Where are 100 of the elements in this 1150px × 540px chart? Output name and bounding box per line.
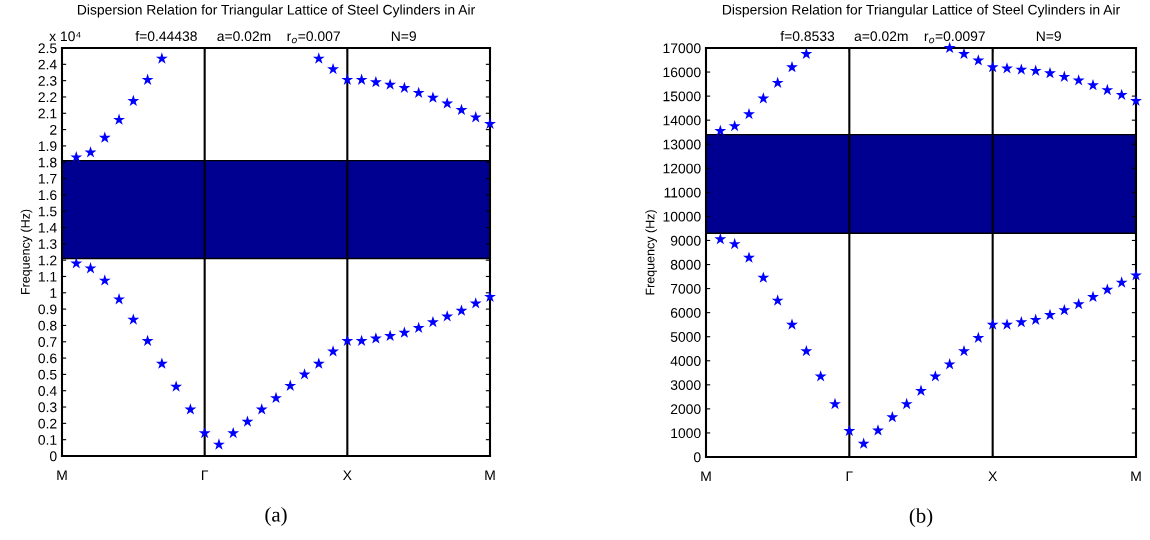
y-tick-label: 1.3 (38, 239, 57, 250)
y-tick-label: 2.1 (38, 108, 57, 119)
point (426, 91, 439, 103)
point (70, 257, 83, 269)
point (1044, 308, 1056, 321)
y-tick-label: 0.2 (38, 418, 57, 429)
point (155, 357, 168, 369)
point (986, 61, 999, 73)
point (469, 111, 482, 123)
point (714, 124, 727, 137)
point (384, 78, 397, 90)
point (398, 326, 411, 338)
y-tick-label: 16000 (663, 67, 701, 78)
text: (b) (909, 508, 933, 528)
point (227, 426, 240, 439)
y-tick-label: 0 (49, 451, 57, 462)
point (843, 424, 856, 437)
point (355, 334, 368, 346)
y-tick-label: 0.8 (38, 320, 57, 331)
point (270, 391, 282, 404)
point (1101, 83, 1114, 96)
y-tick-label: 2.3 (38, 75, 57, 86)
point (312, 52, 325, 64)
chart-subtitle: f=0.44438 a=0.02m r$_{o}$=0.007 N=9 (135, 30, 416, 44)
y-tick-label: 12000 (663, 163, 701, 174)
point (800, 344, 813, 357)
y-tick-label: 2.5 (38, 43, 57, 54)
y-tick-label: 0 (693, 452, 701, 463)
y-tick-label: 5000 (670, 332, 701, 342)
y-axis-title: Frequency (Hz) (20, 209, 33, 295)
y-tick-label: 1.9 (38, 141, 57, 152)
y-tick-label: 0.4 (38, 386, 57, 396)
point (127, 313, 140, 325)
point (1130, 269, 1142, 281)
point (728, 119, 741, 132)
point (84, 262, 97, 274)
y-tick-label: 0.1 (38, 435, 57, 445)
y-tick-label: 2.2 (38, 92, 57, 102)
point (1044, 67, 1056, 79)
point (800, 47, 813, 60)
x-tick-label: M (57, 470, 67, 480)
y-tick-label: 2 (50, 124, 57, 135)
point (886, 411, 899, 423)
y-tick-label: 4000 (670, 356, 701, 366)
point (484, 117, 496, 129)
point (1015, 316, 1028, 328)
y-tick-label: 17000 (663, 43, 701, 54)
y-tick-label: 1.2 (38, 255, 57, 266)
point (84, 146, 97, 158)
point (1115, 276, 1128, 288)
y-tick-label: 2000 (670, 404, 701, 415)
point (426, 315, 439, 328)
point (771, 76, 784, 88)
point (1087, 79, 1099, 91)
y-tick-label: 1 (50, 288, 57, 298)
point (198, 426, 211, 439)
point (1058, 303, 1071, 316)
point (1029, 313, 1042, 325)
chart-subtitle: f=0.8533 a=0.02m r$_{o}$=0.0097 N=9 (780, 30, 1061, 44)
point (1001, 318, 1013, 330)
point (155, 52, 168, 64)
y-tick-label: 0.9 (38, 304, 57, 315)
chart-title: Dispersion Relation for Triangular Lattice of Steel Cylinders in Air (722, 4, 1120, 18)
point (786, 318, 798, 330)
y-tick-label: 8000 (670, 259, 701, 270)
y-tick-label: 1.7 (38, 174, 57, 184)
point (412, 321, 425, 333)
y-tick-label: 1.6 (38, 190, 57, 201)
point (341, 334, 354, 346)
y-tick-label: 15000 (663, 91, 701, 102)
point (943, 41, 956, 54)
x-tick-label: X (343, 470, 352, 480)
point (915, 384, 927, 396)
y-tick-label: 1000 (671, 428, 701, 439)
point (1130, 94, 1142, 106)
x-tick-label: Γ (201, 470, 209, 480)
point (786, 61, 798, 73)
y-tick-label: 3000 (670, 380, 701, 390)
y-tick-label: 11000 (664, 187, 701, 198)
text: x 10⁴ (49, 31, 81, 42)
point (757, 271, 770, 283)
point (814, 370, 827, 382)
point (1058, 70, 1071, 82)
point (312, 357, 325, 369)
x-tick-label: M (701, 471, 711, 481)
x-tick-label: M (485, 470, 495, 480)
point (70, 151, 83, 163)
point (484, 290, 496, 302)
y-tick-label: 1.4 (38, 223, 57, 233)
point (369, 76, 382, 88)
point (141, 73, 154, 85)
text: (a) (265, 507, 287, 526)
point (369, 332, 382, 344)
point (1072, 297, 1085, 310)
y-tick-label: 1.5 (38, 206, 57, 217)
point (284, 379, 297, 391)
y-tick-label: 14000 (663, 115, 701, 126)
point (728, 237, 741, 250)
y-tick-label: 0.5 (38, 369, 57, 380)
y-tick-label: 2.4 (38, 59, 57, 70)
